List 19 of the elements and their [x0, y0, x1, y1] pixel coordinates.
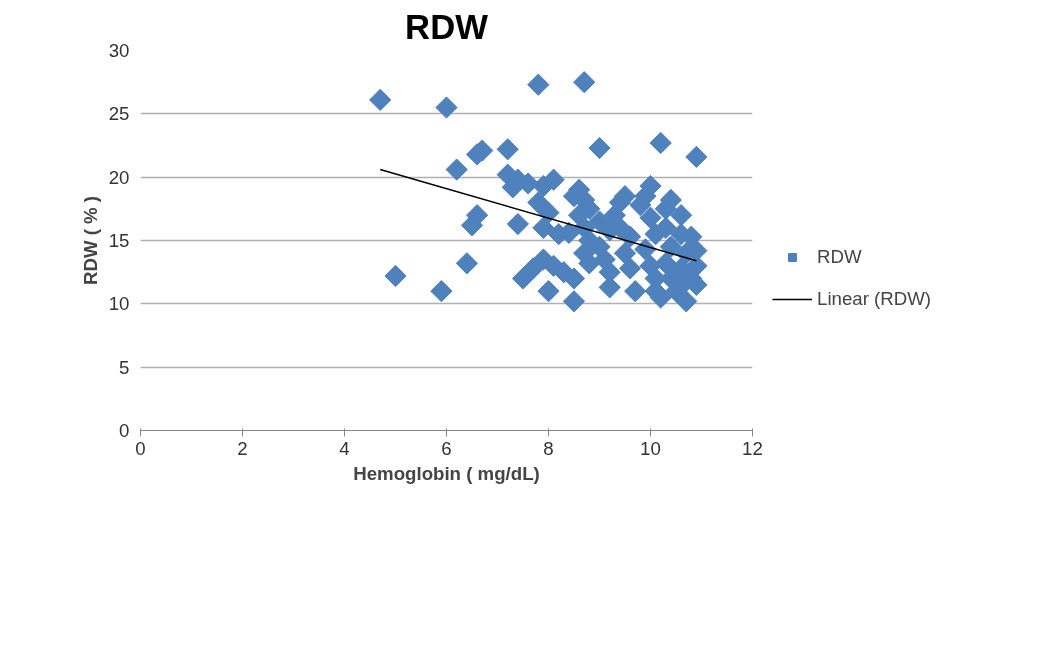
y-tick-label: 10	[108, 293, 130, 315]
x-tick-label: 8	[543, 437, 554, 459]
y-tick-label: 5	[119, 356, 130, 378]
y-tick-label: 15	[108, 230, 130, 251]
x-axis-title: Hemoglobin ( mg/dL)	[353, 462, 540, 484]
chart-title: RDW	[405, 7, 489, 46]
x-tick-label: 2	[237, 437, 248, 459]
y-tick-label: 20	[108, 166, 130, 188]
x-tick-label: 10	[640, 437, 661, 459]
y-tick-label: 30	[108, 40, 130, 61]
x-tick-label: 12	[742, 437, 763, 459]
x-tick-label: 6	[441, 437, 452, 459]
x-tick-label: 0	[135, 437, 146, 459]
legend-label: RDW	[817, 246, 862, 268]
legend-label: Linear (RDW)	[817, 288, 932, 310]
y-axis-title: RDW ( % )	[79, 195, 101, 286]
y-tick-label: 25	[108, 103, 130, 125]
y-tick-label: 0	[119, 420, 130, 441]
x-tick-label: 4	[339, 437, 350, 459]
